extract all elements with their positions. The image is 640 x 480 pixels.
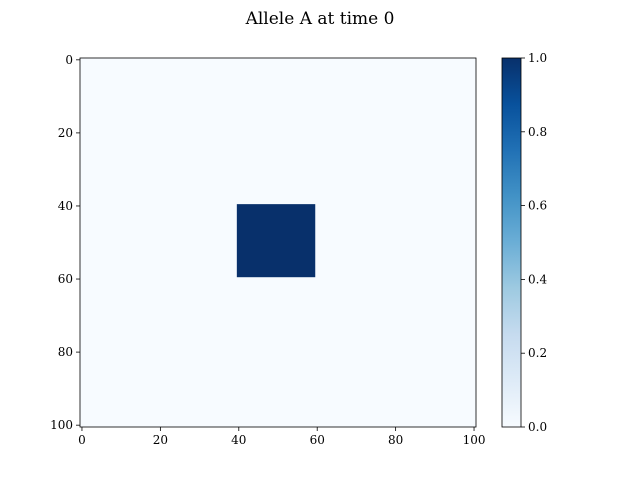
colorbar-tick-label-0.0: 0.0 (528, 420, 547, 434)
x-tick-label-80: 80 (388, 433, 403, 447)
colorbar-tick-label-0.2: 0.2 (528, 346, 547, 360)
chart-title: Allele A at time 0 (245, 9, 395, 29)
colorbar-tick-label-1.0: 1.0 (528, 51, 547, 65)
x-tick-label-40: 40 (231, 433, 246, 447)
x-tick-label-0: 0 (78, 433, 86, 447)
heatmap-region-0 (236, 204, 316, 278)
heatmap-area (80, 58, 476, 427)
colorbar-gradient (501, 57, 522, 428)
axes: 0 20 40 60 80 100 0 20 40 60 80 100 (50, 53, 485, 447)
colorbar-tick-label-0.8: 0.8 (528, 125, 547, 139)
x-tick-label-100: 100 (463, 433, 486, 447)
y-tick-label-80: 80 (58, 345, 73, 359)
y-tick-label-60: 60 (58, 272, 73, 286)
x-tick-label-60: 60 (310, 433, 325, 447)
y-tick-label-0: 0 (65, 53, 73, 67)
y-tick-label-40: 40 (58, 199, 73, 213)
plot-frame (79, 57, 477, 428)
colorbar-tick-label-0.6: 0.6 (528, 199, 547, 213)
colorbar-tick-label-0.4: 0.4 (528, 272, 547, 286)
colorbar: 0.0 0.2 0.4 0.6 0.8 1.0 (501, 51, 547, 434)
x-tick-label-20: 20 (153, 433, 168, 447)
y-tick-label-20: 20 (58, 126, 73, 140)
y-tick-label-100: 100 (50, 418, 73, 432)
